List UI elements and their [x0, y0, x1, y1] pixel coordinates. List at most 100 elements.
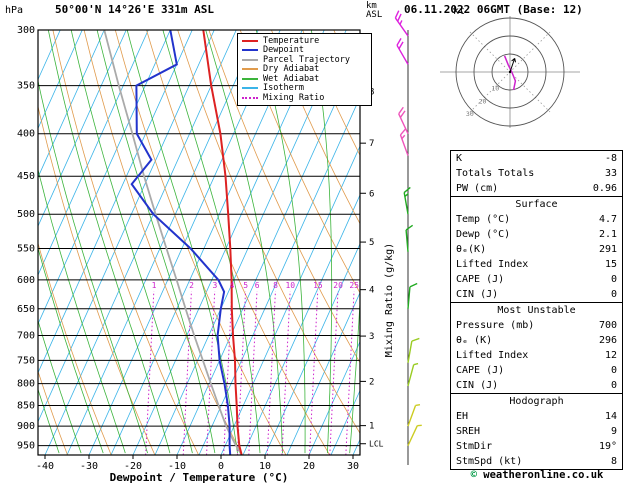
- pressure-tick-label: 350: [17, 81, 35, 92]
- dewpoint-line-swatch: [242, 49, 258, 52]
- surface-section: Surface Temp (°C) 4.7 Dewp (°C) 2.1 θₑ(K) 2…: [450, 196, 623, 303]
- mixing-ratio-line: [182, 290, 192, 455]
- stmspd-row: StmSpd (kt) 8: [451, 454, 622, 469]
- legend: Temperature Dewpoint Parcel Trajectory D…: [237, 33, 372, 106]
- pw-label: PW (cm): [456, 183, 499, 194]
- surface-cape-row: CAPE (J) 0: [451, 272, 622, 287]
- surface-temp-value: 4.7: [598, 214, 617, 225]
- parcel-line-swatch: [242, 58, 258, 61]
- wet-adiabat-line: [38, 79, 148, 454]
- wet-adiabat-line: [255, 30, 306, 454]
- legend-label: Mixing Ratio: [263, 92, 325, 103]
- stmdir-value: 19°: [598, 441, 617, 452]
- pressure-tick-label: 800: [17, 379, 35, 390]
- skewt-diagram: Dewpoint / Temperature (°C) Mixing Ratio…: [0, 10, 422, 484]
- mixing-ratio-value-label: 5: [243, 281, 248, 290]
- hodograph-ring: [473, 35, 547, 109]
- wind-barb-half-tick: [415, 404, 421, 407]
- pressure-tick-label: 400: [17, 129, 35, 140]
- surface-lifted-index-value: 15: [604, 259, 617, 270]
- pressure-tick-label: 900: [17, 421, 35, 432]
- surface-temp-label: Temp (°C): [456, 214, 511, 225]
- wet-adiabat-line: [349, 295, 360, 454]
- surface-dewp-row: Dewp (°C) 2.1: [451, 227, 622, 242]
- wind-barb-full-tick: [405, 224, 414, 231]
- wind-barb-full-tick: [409, 282, 418, 288]
- km-tick-label: 5: [369, 238, 374, 248]
- hodograph-ring-label: 20: [479, 97, 487, 105]
- hodograph-section-title: Hodograph: [509, 396, 564, 407]
- mu-cape-label: CAPE (J): [456, 365, 505, 376]
- wet-adiabat-line: [38, 388, 60, 454]
- surface-cin-row: CIN (J) 0: [451, 287, 622, 302]
- temp-tick-label: -10: [168, 461, 186, 472]
- k-index-value: -8: [604, 153, 617, 164]
- pressure-tick-label: 750: [17, 355, 35, 366]
- hodograph-section: Hodograph EH 14 SREH 9 StmDir 19° StmSpd (k…: [450, 393, 623, 470]
- mixing-ratio-value-label: 10: [285, 281, 295, 290]
- legend-item-mixing-ratio: Mixing Ratio: [242, 93, 367, 103]
- pressure-tick-label: 700: [17, 331, 35, 342]
- legend-item-parcel: Parcel Trajectory: [242, 55, 367, 65]
- wind-barb-staff: [407, 286, 411, 309]
- mu-pressure-value: 700: [598, 320, 617, 331]
- pressure-tick-label: 650: [17, 304, 35, 315]
- storm-motion-arrow: [509, 58, 516, 73]
- wet-adiabat-line: [38, 168, 126, 454]
- wind-barb: [394, 10, 409, 37]
- stmspd-value: 8: [610, 456, 617, 467]
- mixing-ratio-value-label: 3: [212, 281, 217, 290]
- mu-lifted-index-label: Lifted Index: [456, 350, 529, 361]
- wind-barb-staff: [407, 425, 418, 446]
- surface-cape-label: CAPE (J): [456, 274, 505, 285]
- mu-cape-row: CAPE (J) 0: [451, 363, 622, 378]
- km-tick-label: 2: [369, 377, 374, 387]
- temp-tick-label: -20: [124, 461, 142, 472]
- wet-adiabat-line: [126, 30, 238, 454]
- isotherm-line: [0, 30, 16, 455]
- temp-tick-label: 0: [218, 461, 224, 472]
- dry-adiabat-line: [239, 30, 360, 294]
- legend-item-isotherm: Isotherm: [242, 83, 367, 93]
- most-unstable-section: Most Unstable Pressure (mb) 700 θₑ (K) 296…: [450, 302, 623, 394]
- wet-adiabat-line: [70, 30, 193, 454]
- km-tick-label: 1: [369, 422, 374, 432]
- wind-barb: [396, 38, 409, 65]
- altitude-axis-unit-label: km ASL: [366, 2, 382, 20]
- totals-totals-value: 33: [604, 168, 617, 179]
- dry-adiabat-line: [208, 30, 360, 364]
- isotherm-line: [38, 30, 193, 374]
- dry-adiabat-line: [38, 104, 156, 455]
- wind-barb-half-tick: [399, 20, 403, 25]
- most-unstable-section-title: Most Unstable: [497, 305, 576, 316]
- mu-cape-value: 0: [610, 365, 617, 376]
- stmdir-row: StmDir 19°: [451, 439, 622, 454]
- legend-label: Dry Adiabat: [263, 64, 320, 75]
- surface-theta-e-label: θₑ(K): [456, 244, 487, 255]
- wind-barb: [407, 404, 421, 427]
- sreh-label: SREH: [456, 426, 481, 437]
- temp-tick-label: -30: [80, 461, 98, 472]
- mu-pressure-row: Pressure (mb) 700: [451, 318, 622, 333]
- pw-row: PW (cm) 0.96: [451, 181, 622, 196]
- surface-dewp-value: 2.1: [598, 229, 617, 240]
- wind-barb: [407, 424, 422, 446]
- hodograph-ring: [455, 17, 565, 127]
- isotherm-line: [38, 30, 127, 228]
- eh-value: 14: [604, 411, 617, 422]
- legend-item-wet-adiabat: Wet Adiabat: [242, 74, 367, 84]
- km-tick-label: 6: [369, 189, 374, 199]
- mixing-ratio-value-label: 25: [349, 281, 359, 290]
- mixing-ratio-line: [145, 290, 155, 455]
- copyright: © weatheronline.co.uk: [448, 469, 626, 481]
- wind-barb: [407, 362, 419, 387]
- temperature-curve: [202, 30, 243, 455]
- wind-barb-half-tick: [413, 362, 419, 366]
- dry-adiabat-line: [114, 30, 287, 455]
- km-tick-label: 7: [369, 139, 374, 149]
- legend-item-dewpoint: Dewpoint: [242, 45, 367, 55]
- wind-barb: [399, 128, 409, 156]
- stmdir-label: StmDir: [456, 441, 493, 452]
- wind-barb-full-tick: [399, 110, 406, 118]
- mixing-ratio-line: [248, 290, 258, 455]
